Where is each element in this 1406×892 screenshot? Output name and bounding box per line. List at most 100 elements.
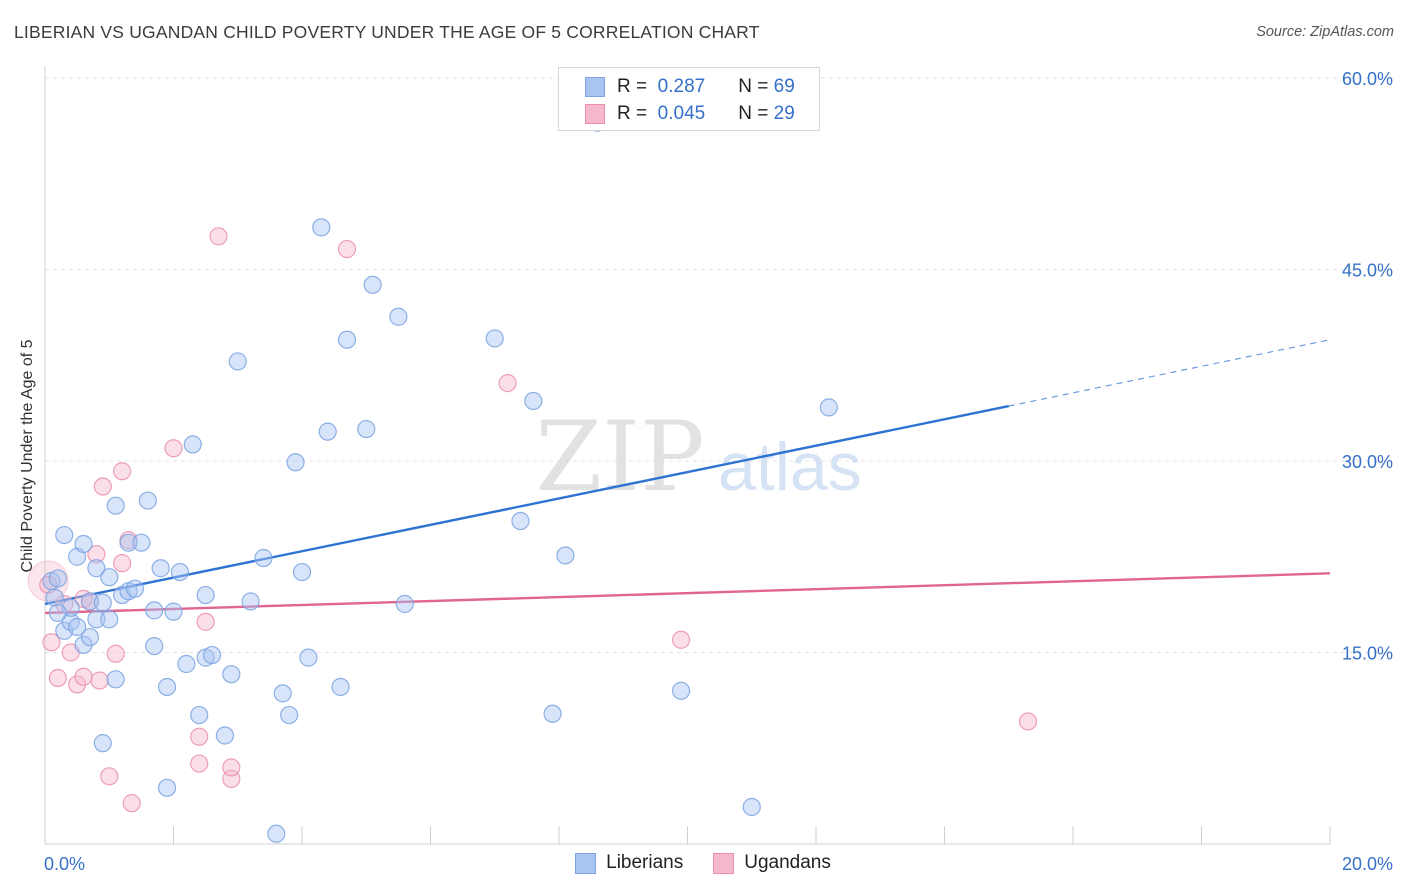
liberians-point <box>267 824 286 843</box>
legend-item-ugandans[interactable]: Ugandans <box>713 852 831 874</box>
ugandans-point <box>90 671 109 690</box>
liberians-point <box>100 568 119 587</box>
ugandans-label: Ugandans <box>744 852 831 873</box>
watermark: ZIP atlas <box>535 401 861 513</box>
tick-labels: 15.0% 30.0% 45.0% 60.0% 0.0% 20.0% <box>44 69 1393 874</box>
liberians-point <box>196 585 215 605</box>
liberians-point <box>241 592 260 611</box>
legend-row-ugandans: R = 0.045 N = 29 <box>585 102 795 126</box>
liberians-point <box>93 734 112 753</box>
liberians-point <box>671 681 691 700</box>
liberians-trend-extension <box>1008 339 1331 407</box>
liberians-point <box>363 275 382 294</box>
liberians-label: Liberians <box>606 852 684 873</box>
ugandans-point <box>164 439 183 458</box>
ugandans-point <box>42 633 61 652</box>
liberians-point <box>170 562 190 582</box>
liberians-point <box>202 645 222 665</box>
liberians-point <box>280 705 299 725</box>
liberians-point <box>286 453 305 472</box>
ugandans-cluster-point <box>27 560 69 602</box>
liberians-point <box>318 422 337 441</box>
ugandans-point <box>100 767 119 786</box>
y-tick-label: 60.0% <box>1342 69 1393 89</box>
legend-n-label: N = <box>738 76 769 97</box>
legend-row-liberians: R = 0.287 N = 69 <box>585 75 795 99</box>
liberians-point <box>273 684 292 703</box>
ugandans-point <box>196 612 215 631</box>
axes <box>44 66 1331 845</box>
liberians-point <box>119 533 138 552</box>
legend-item-liberians[interactable]: Liberians <box>575 852 683 874</box>
y-tick-label: 45.0% <box>1342 261 1393 281</box>
liberians-point <box>511 511 530 531</box>
liberians-point <box>157 778 177 797</box>
y-tick-label: 15.0% <box>1342 644 1393 664</box>
ugandans-point <box>209 227 228 246</box>
trend-lines <box>44 339 1331 615</box>
ugandans-trend-line <box>44 572 1331 615</box>
ugandans-point <box>1018 712 1038 731</box>
liberians-point <box>93 593 112 612</box>
liberians-point <box>215 726 234 745</box>
ugandans-swatch <box>713 852 735 874</box>
liberians-point <box>87 610 106 629</box>
liberians-point <box>222 665 241 684</box>
liberians-point <box>100 610 119 629</box>
x-tick-label: 20.0% <box>1342 854 1393 874</box>
legend-swatch-pink <box>585 104 605 124</box>
ugandans-point <box>337 239 357 259</box>
liberians-point <box>742 797 761 817</box>
liberians-point <box>556 546 575 565</box>
liberians-point <box>357 419 376 439</box>
liberians-point <box>254 548 273 568</box>
legend-r-label: R = <box>617 76 648 97</box>
liberians-point <box>485 329 504 348</box>
liberians-point <box>80 628 100 647</box>
liberians-point <box>819 398 838 417</box>
liberians-point <box>106 670 125 689</box>
liberians-point <box>177 654 196 674</box>
ugandans-point <box>122 794 141 813</box>
liberians-point <box>145 637 164 656</box>
ugandans-point <box>190 727 209 746</box>
ugandans-point <box>74 667 93 686</box>
liberians-point <box>106 496 125 515</box>
liberians-point <box>145 601 164 620</box>
liberians-point <box>337 330 357 349</box>
watermark-zip: ZIP <box>535 401 704 513</box>
ugandans-point <box>112 554 132 573</box>
data-points <box>27 113 1038 843</box>
chart-title: LIBERIAN VS UGANDAN CHILD POVERTY UNDER … <box>14 22 760 42</box>
liberians-point <box>228 352 247 371</box>
y-axis-label: Child Poverty Under the Age of 5 <box>19 339 36 573</box>
liberians-point <box>164 602 183 621</box>
liberians-point <box>45 588 64 607</box>
legend-swatch-blue <box>585 77 605 97</box>
liberians-point <box>389 307 408 326</box>
ugandans-point <box>106 644 125 663</box>
liberians-point <box>125 579 145 598</box>
liberians-swatch <box>575 852 597 874</box>
legend-r-label: R = <box>617 103 648 124</box>
liberians-point <box>312 218 331 237</box>
series-legend: Liberians Ugandans <box>0 852 1406 874</box>
legend-r-value: 0.045 <box>657 103 706 124</box>
liberians-point <box>292 562 312 582</box>
ugandans-point <box>48 668 67 688</box>
legend-n-value: 29 <box>773 103 795 124</box>
legend-n-label: N = <box>738 103 769 124</box>
ugandans-point <box>671 630 691 649</box>
grid-lines <box>45 77 1392 653</box>
liberians-point <box>151 559 170 578</box>
ugandans-point <box>190 754 209 773</box>
liberians-point <box>48 569 67 588</box>
liberians-point <box>138 491 157 510</box>
liberians-point <box>524 391 543 411</box>
liberians-point <box>55 525 74 545</box>
source-label: Source: ZipAtlas.com <box>1256 24 1394 40</box>
liberians-point <box>183 435 202 454</box>
liberians-point <box>157 677 177 697</box>
ugandans-point <box>93 477 112 496</box>
